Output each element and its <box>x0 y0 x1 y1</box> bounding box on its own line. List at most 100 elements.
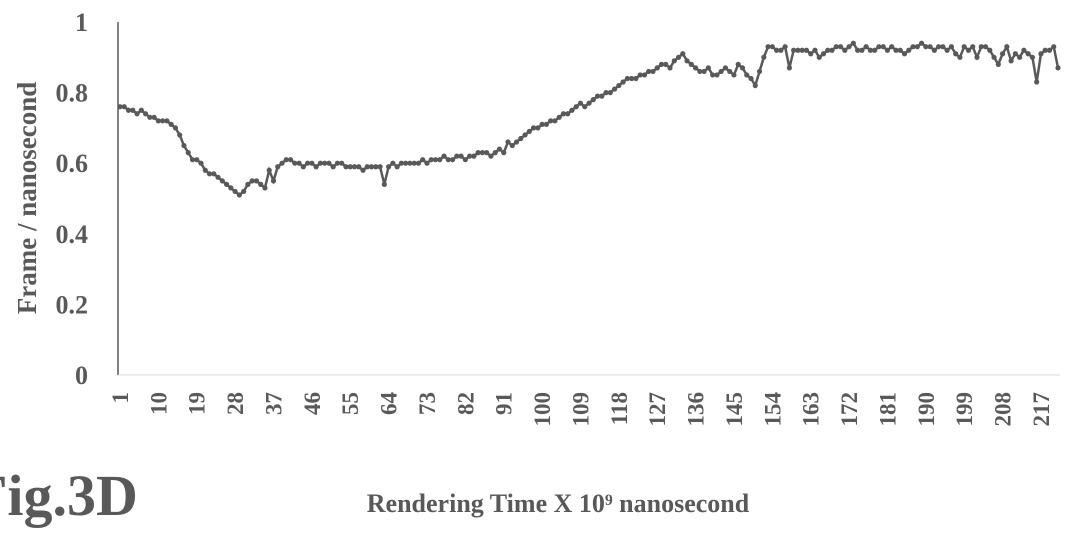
data-point <box>675 54 682 60</box>
data-point <box>253 178 260 184</box>
data-point <box>428 157 434 163</box>
data-point <box>236 192 242 198</box>
data-point <box>360 167 366 173</box>
data-point <box>1042 47 1048 53</box>
data-point <box>936 44 942 50</box>
series-line <box>120 41 1060 197</box>
data-point <box>748 75 754 82</box>
data-point <box>795 47 801 53</box>
data-point <box>386 164 392 170</box>
data-point <box>326 160 332 166</box>
data-point <box>403 160 409 166</box>
data-point <box>701 68 707 75</box>
data-point <box>475 150 481 156</box>
data-point <box>505 139 511 145</box>
data-point <box>424 160 430 166</box>
x-tick-label: 199 <box>952 392 977 427</box>
data-point <box>918 40 925 46</box>
data-point <box>552 118 558 124</box>
data-point <box>982 44 989 50</box>
data-point <box>125 107 132 113</box>
x-tick-label: 217 <box>1029 392 1054 427</box>
data-point <box>496 146 503 152</box>
data-point <box>142 111 149 117</box>
data-point <box>530 125 537 131</box>
data-point <box>901 51 908 57</box>
data-point <box>539 121 545 127</box>
data-point <box>654 65 660 71</box>
data-point <box>535 125 541 131</box>
data-point <box>876 44 882 50</box>
data-point <box>688 61 694 67</box>
data-point <box>279 160 285 166</box>
data-point <box>543 121 549 127</box>
data-point <box>134 111 140 117</box>
data-point <box>492 150 498 156</box>
data-point <box>309 160 315 166</box>
x-tick-label: 172 <box>837 392 862 427</box>
data-point <box>953 51 959 57</box>
data-point <box>731 72 737 78</box>
data-point <box>850 40 856 46</box>
data-point <box>518 135 524 142</box>
data-point <box>833 44 839 50</box>
data-point <box>467 153 473 159</box>
data-point <box>117 104 123 110</box>
data-point <box>330 164 336 170</box>
data-point <box>232 188 238 195</box>
data-point <box>569 107 575 113</box>
data-point <box>705 65 711 71</box>
data-point <box>245 181 251 187</box>
data-point <box>164 118 170 124</box>
data-point <box>646 68 652 75</box>
data-point <box>202 167 208 173</box>
data-point <box>607 90 613 96</box>
data-point <box>957 54 963 60</box>
y-tick-label: 0.4 <box>56 220 89 249</box>
data-point <box>616 82 622 89</box>
data-point <box>752 82 758 89</box>
data-point <box>650 68 656 75</box>
data-point <box>1025 51 1031 57</box>
data-point <box>629 75 635 82</box>
data-point <box>859 47 865 53</box>
data-point <box>373 164 379 170</box>
x-tick-label: 64 <box>377 392 402 416</box>
data-point <box>206 171 213 177</box>
data-point <box>1055 65 1061 71</box>
data-point <box>714 72 720 78</box>
data-point <box>718 68 724 75</box>
data-point <box>948 44 955 50</box>
data-point <box>211 171 217 177</box>
x-tick-label: 55 <box>338 392 363 415</box>
data-point <box>1021 47 1027 53</box>
data-point <box>121 104 127 110</box>
data-point <box>590 97 596 103</box>
y-tick-label: 0.6 <box>56 149 89 178</box>
data-point <box>910 44 916 50</box>
data-point <box>641 72 648 78</box>
data-point <box>872 47 878 53</box>
x-tick-label: 190 <box>914 392 939 427</box>
data-point <box>462 157 468 163</box>
data-point <box>846 44 852 50</box>
data-point <box>769 44 775 50</box>
data-point <box>739 65 746 71</box>
x-axis-label: Rendering Time X 10⁹ nanosecond <box>367 489 750 518</box>
data-point <box>168 121 174 127</box>
data-point <box>368 164 375 170</box>
data-point <box>454 153 460 159</box>
data-point <box>283 157 289 163</box>
data-point <box>275 164 281 170</box>
data-point <box>893 47 899 53</box>
data-point <box>816 54 822 60</box>
data-point <box>599 93 605 99</box>
data-point <box>577 100 584 106</box>
data-point <box>296 160 302 166</box>
data-point <box>471 153 477 159</box>
data-point <box>351 164 358 170</box>
data-point <box>825 47 831 53</box>
data-point <box>198 160 204 166</box>
data-point <box>381 181 387 187</box>
